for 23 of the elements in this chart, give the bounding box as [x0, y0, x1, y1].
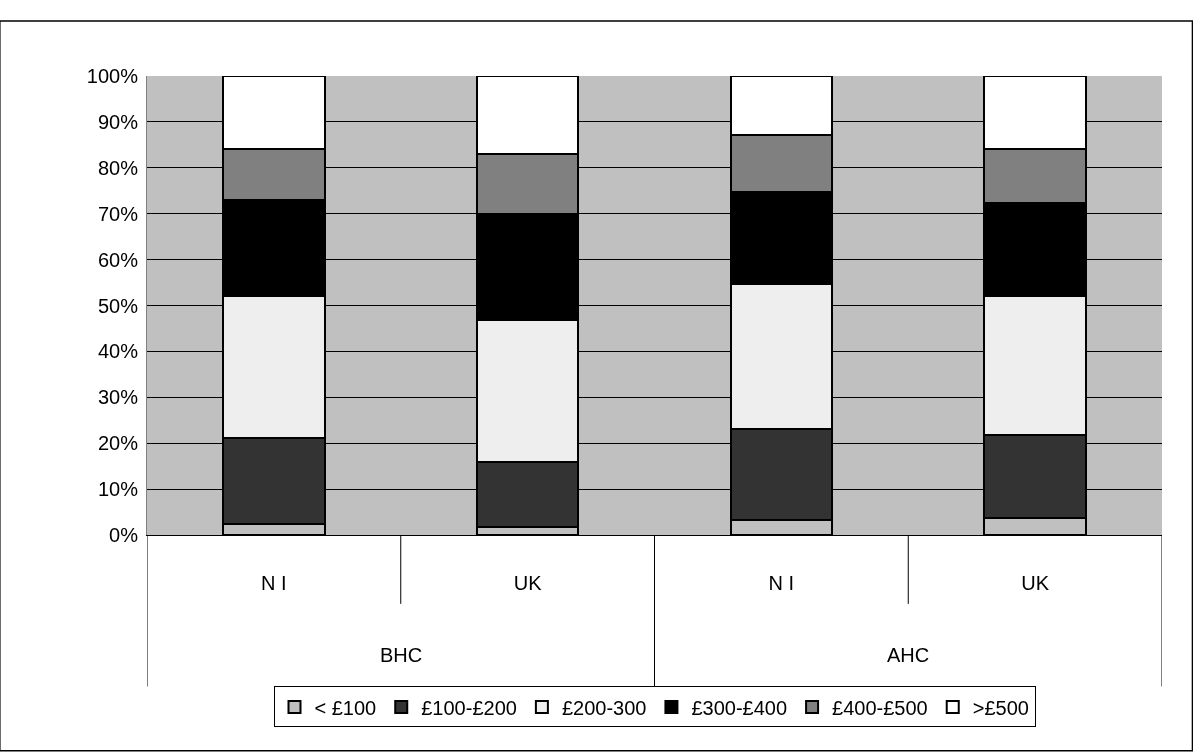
y-tick-label: 60% [97, 248, 139, 271]
legend-label: £200-300 [561, 696, 647, 719]
x-tick-label: UK [513, 572, 543, 594]
y-tick-label: 0% [109, 524, 139, 546]
text: BHC [380, 644, 423, 666]
y-tick-label: 90% [97, 110, 139, 133]
x-tick-label: N I [261, 572, 287, 594]
y-tick-label: 50% [97, 294, 139, 317]
y-tick-label: 100% [86, 65, 139, 87]
legend-label: < £100 [314, 696, 377, 719]
legend-label: £100-£200 [421, 696, 517, 719]
y-tick-label: 30% [97, 386, 139, 409]
x-tick-label: UK [1021, 572, 1050, 594]
y-tick-label: 10% [97, 478, 139, 501]
x-tick-label: N I [768, 572, 795, 594]
legend-label: >£500 [972, 696, 1029, 719]
text: AHC [887, 644, 930, 666]
y-tick-label: 70% [97, 202, 139, 225]
legend-label: £300-£400 [691, 696, 788, 719]
y-tick-label: 40% [97, 340, 139, 363]
y-tick-label: 20% [97, 432, 139, 455]
legend-label: £400-£500 [832, 696, 928, 719]
y-tick-label: 80% [97, 156, 139, 179]
